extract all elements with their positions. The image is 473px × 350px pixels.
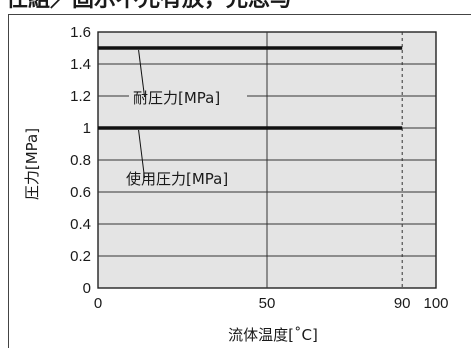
series-lines [98, 46, 403, 130]
tick-labels: 0 0.2 0.4 0.6 0.8 1 1.2 1.4 1.6 0 50 90 100 [70, 24, 448, 312]
y-tick-label: 0.2 [70, 248, 91, 265]
annotation-backdrop [122, 169, 258, 189]
cropped-header-text: 仕組／固示不兄有放，兄思与 [6, 0, 292, 13]
y-axis-label: 圧力[MPa] [23, 128, 41, 200]
cropped-header: 仕組／固示不兄有放，兄思与 [0, 0, 473, 14]
y-tick-label: 1.4 [70, 56, 91, 73]
series-annotation-1: 使用圧力[MPa] [126, 170, 228, 188]
x-tick-label: 100 [423, 295, 448, 312]
y-tick-label: 0.8 [70, 152, 91, 169]
x-tick-label: 90 [394, 295, 411, 312]
figure-frame [8, 14, 471, 348]
series-annotations: 耐圧力[MPa] 使用圧力[MPa] [122, 49, 258, 189]
annotation-leader [138, 49, 146, 98]
y-tick-label: 0.4 [70, 216, 91, 233]
y-tick-label: 0.6 [70, 184, 91, 201]
y-tick-label: 1.6 [70, 24, 91, 41]
y-tick-label: 1 [83, 120, 91, 137]
series-annotation-0: 耐圧力[MPa] [133, 89, 220, 107]
y-tick-label: 0 [83, 280, 91, 297]
x-tick-label: 0 [94, 295, 102, 312]
annotation-leader [138, 129, 146, 179]
annotation-backdrop [129, 88, 247, 108]
x-tick-label: 50 [259, 295, 276, 312]
y-tick-label: 1.2 [70, 88, 91, 105]
x-axis-label: 流体温度[˚C] [228, 326, 318, 344]
